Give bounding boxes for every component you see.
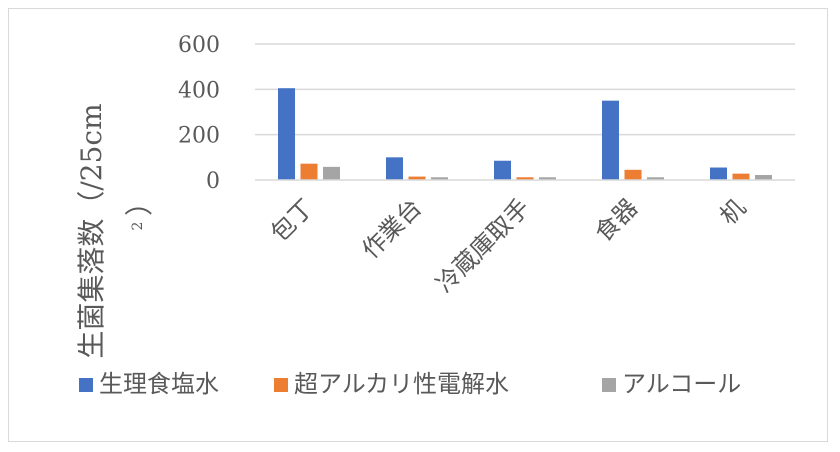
chart-frame: 0 200 400 600 包丁 作業台 冷蔵庫取手 食器 机 生菌集落数（/25cm 2 ）…	[8, 8, 828, 442]
legend: 生理食塩水 超アルカリ性電解水 アルコール	[79, 370, 741, 398]
y-axis-label-close: ）	[123, 188, 156, 216]
bar-1-4	[602, 100, 619, 180]
bar-1-2	[386, 157, 403, 180]
x-category-label: 作業台	[357, 193, 428, 264]
bar-2-3	[516, 177, 534, 180]
x-category-label: 冷蔵庫取手	[431, 193, 536, 298]
x-category-label: 机	[714, 193, 751, 230]
bar-2-5	[732, 173, 750, 180]
legend-swatch-2	[274, 378, 288, 392]
bar-chart: 0 200 400 600 包丁 作業台 冷蔵庫取手 食器 机 生菌集落数（/25cm 2 ）…	[75, 33, 795, 398]
y-tick-label: 400	[178, 78, 220, 103]
y-tick-label: 600	[178, 33, 220, 58]
bar-2-4	[624, 169, 642, 180]
bar-1-1	[278, 88, 295, 180]
bar-2-1	[300, 163, 318, 180]
legend-label: アルコール	[622, 370, 741, 398]
y-axis-ticks: 0 200 400 600	[178, 33, 220, 194]
legend-swatch-1	[79, 378, 93, 392]
bar-3-3	[539, 177, 556, 180]
y-axis-label-superscript: 2	[130, 222, 146, 231]
legend-label: 超アルカリ性電解水	[294, 370, 509, 398]
y-axis-label: 生菌集落数（/25cm 2 ）	[75, 103, 156, 358]
legend-label: 生理食塩水	[99, 370, 219, 398]
y-axis-label-main: 生菌集落数（/25cm	[75, 103, 108, 358]
bar-3-2	[431, 177, 448, 180]
x-category-label: 包丁	[266, 193, 320, 247]
bar-1-3	[494, 160, 511, 180]
bar-3-1	[323, 166, 340, 180]
bar-1-5	[710, 167, 727, 180]
x-axis-category-labels: 包丁 作業台 冷蔵庫取手 食器 机	[266, 193, 752, 298]
legend-swatch-3	[602, 378, 616, 392]
gridlines	[255, 43, 795, 136]
bars	[278, 88, 772, 180]
y-tick-label: 200	[178, 124, 220, 149]
bar-3-4	[647, 177, 664, 180]
bar-2-2	[408, 176, 426, 180]
x-category-label: 食器	[590, 193, 644, 247]
bar-3-5	[755, 175, 772, 180]
y-tick-label: 0	[206, 169, 220, 194]
